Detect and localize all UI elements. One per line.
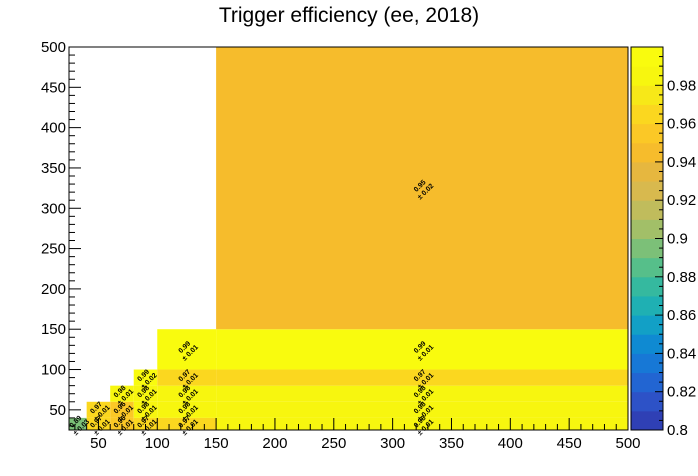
x-tick-label: 450: [557, 435, 582, 452]
colorbar-tick-label: 0.9: [667, 231, 688, 248]
colorbar-segment: [631, 372, 663, 393]
axes: 50 100 150 200 250 300 350 400 450 500 50 100 150 200…: [41, 39, 641, 452]
heatmap-cell: [69, 417, 87, 430]
colorbar-tick-label: 0.98: [667, 77, 696, 94]
y-tick-label: 50: [49, 402, 66, 419]
y-tick-label: 400: [41, 120, 66, 137]
colorbar-tick-label: 0.86: [667, 307, 696, 324]
colorbar-segment: [631, 238, 663, 259]
colorbar-segment: [631, 257, 663, 278]
heatmap-cell: [216, 385, 628, 402]
colorbar-tick-label: 0.82: [667, 384, 696, 401]
x-tick-label: 400: [498, 435, 523, 452]
x-tick-label: 150: [204, 435, 229, 452]
y-tick-label: 200: [41, 281, 66, 298]
colorbar-segment: [631, 85, 663, 105]
colorbar-tick-label: 0.88: [667, 269, 696, 286]
heatmap-cell: [86, 401, 111, 418]
heatmap-cell: [216, 369, 628, 386]
heatmap-cell: [157, 401, 217, 418]
y-tick-label: 100: [41, 362, 66, 379]
colorbar-segment: [631, 353, 663, 374]
colorbar-segment: [631, 219, 663, 239]
colorbar-segment: [631, 410, 663, 431]
heatmap-cell: [133, 369, 158, 386]
colorbar-tick-label: 0.94: [667, 154, 696, 171]
colorbar-segment: [631, 142, 663, 163]
y-tick-label: 250: [41, 241, 66, 258]
colorbar-segment: [631, 391, 663, 412]
colorbar-segment: [631, 276, 663, 297]
colorbar-tick-label: 0.96: [667, 116, 696, 133]
plot-frame: [68, 46, 629, 431]
colorbar-segment: [631, 295, 663, 316]
x-tick-label: 300: [380, 435, 405, 452]
heatmap-cell: [110, 385, 134, 402]
colorbar-segment: [631, 104, 663, 125]
colorbar-segment: [631, 315, 663, 335]
heatmap-cell: [216, 417, 628, 430]
colorbar-tick-label: 0.92: [667, 192, 696, 209]
colorbar: 0.8 0.82 0.84 0.86 0.88 0.9 0.92 0.94 0.96 0.98: [630, 46, 696, 439]
heatmap-cell: [157, 417, 217, 430]
x-tick-label: 50: [90, 435, 107, 452]
colorbar-segment: [631, 200, 663, 220]
heatmap-cell: [133, 385, 158, 402]
heatmap-cell: [133, 417, 158, 430]
colorbar-segment: [631, 66, 663, 86]
heatmap-cell: [110, 401, 134, 418]
y-tick-label: 500: [41, 39, 66, 56]
colorbar-segment: [631, 47, 663, 67]
heatmap-cell: [157, 329, 217, 370]
heatmap-cells: [69, 47, 628, 430]
y-tick-label: 350: [41, 160, 66, 177]
heatmap-cell: [216, 401, 628, 418]
x-tick-label: 500: [615, 435, 640, 452]
colorbar-segment: [631, 181, 663, 201]
x-tick-label: 200: [262, 435, 287, 452]
y-tick-label: 450: [41, 79, 66, 96]
x-tick-label: 350: [439, 435, 464, 452]
y-tick-label: 150: [41, 321, 66, 338]
heatmap-cell: [216, 329, 628, 370]
colorbar-segment: [631, 123, 663, 144]
heatmap-cell: [157, 369, 217, 386]
colorbar-segment: [631, 161, 663, 182]
colorbar-segment: [631, 334, 663, 354]
chart-title: Trigger efficiency (ee, 2018): [218, 4, 480, 27]
heatmap-cell: [157, 385, 217, 402]
x-tick-label: 100: [145, 435, 170, 452]
heatmap-cell: [133, 401, 158, 418]
colorbar-tick-label: 0.84: [667, 345, 696, 362]
x-tick-label: 250: [321, 435, 346, 452]
colorbar-tick-label: 0.8: [667, 422, 688, 439]
heatmap-cell: [216, 47, 628, 330]
heatmap-cell: [110, 417, 134, 430]
y-tick-label: 300: [41, 200, 66, 217]
